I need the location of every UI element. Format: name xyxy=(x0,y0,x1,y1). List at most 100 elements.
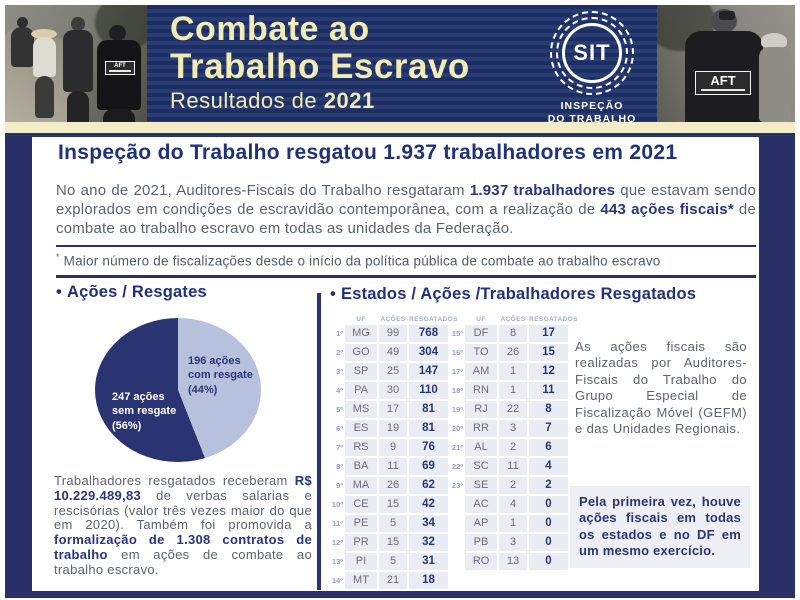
table-cell-rank: 20º xyxy=(451,424,463,433)
table-cell-resg: 76 xyxy=(409,439,448,456)
cream-divider-band xyxy=(5,122,795,133)
page-title: Inspeção do Trabalho resgatou 1.937 trab… xyxy=(58,141,678,164)
subtitle-year: 2021 xyxy=(323,88,375,114)
table-cell-rank: 23º xyxy=(451,481,463,490)
vertical-divider xyxy=(317,293,321,590)
table-cell-rank xyxy=(450,534,463,551)
body-text: Trabalhadores resgatados receberam xyxy=(54,473,295,488)
column-header-uf: UF xyxy=(476,316,486,323)
logo-caption: INSPEÇÃO DO TRABALHO xyxy=(542,100,642,122)
table-cell-uf: MT xyxy=(345,572,377,589)
header-banner: AFT Combate ao Trabalho Escravo Resultad… xyxy=(5,5,795,122)
table-cell-rank: 17º xyxy=(451,367,463,376)
bullet-icon: • xyxy=(56,283,62,301)
table-cell-uf: AC xyxy=(465,496,497,513)
table-cell-rank: 8º xyxy=(336,462,343,471)
table-cell-resg: 0 xyxy=(529,515,568,532)
actions-pie-chart: 196 ações com resgate (44%) 247 ações se… xyxy=(95,318,261,462)
table-cell-resg: 110 xyxy=(409,382,448,399)
table-cell-acoes: 15 xyxy=(379,496,407,513)
table-cell-uf: DF xyxy=(465,325,497,342)
table-cell-resg: 6 xyxy=(529,439,568,456)
table-cell-rank: 19º xyxy=(451,405,463,414)
intro-paragraph: No ano de 2021, Auditores-Fiscais do Tra… xyxy=(56,181,756,239)
table-cell-acoes: 25 xyxy=(379,363,407,380)
table-cell-rank: 15º xyxy=(451,329,463,338)
aft-patch-left: AFT xyxy=(105,61,135,75)
table-cell-uf: RN xyxy=(465,382,497,399)
body-text: em ações de combate ao trabalho escravo. xyxy=(54,547,312,577)
table-cell-uf: BA xyxy=(345,458,377,475)
table-cell-rank: 5º xyxy=(336,405,343,414)
table-cell-resg: 12 xyxy=(529,363,568,380)
table-cell-uf: PR xyxy=(345,534,377,551)
table-cell-acoes: 8 xyxy=(499,325,527,342)
table-cell-rank: 6º xyxy=(336,424,343,433)
table-cell-resg: 17 xyxy=(529,325,568,342)
table-cell-resg: 4 xyxy=(529,458,568,475)
table-cell-rank xyxy=(450,515,463,532)
body-text: No ano de 2021, Auditores-Fiscais do Tra… xyxy=(56,182,470,199)
logo-outer-ring: SIT xyxy=(550,11,634,95)
body-text: de combate ao trabalho escravo em todas … xyxy=(56,201,757,238)
actions-section-title: • Ações / Resgates xyxy=(56,283,207,301)
header-title-line2: Trabalho Escravo xyxy=(170,46,470,86)
column-header-resgatados: RESGATADOS xyxy=(529,316,578,323)
header-title-block: Combate ao Trabalho Escravo Resultados d… xyxy=(170,10,470,114)
header-title-line1: Combate ao xyxy=(170,10,370,48)
table-cell-rank: 4º xyxy=(336,386,343,395)
table-cell-uf: SC xyxy=(465,458,497,475)
states-table-left: UF AÇÕES RESGATADOS 1º MG 99 768 2º GO 49 304 3º… xyxy=(330,313,458,589)
table-cell-resg: 42 xyxy=(409,496,448,513)
rescued-workers-paragraph: Trabalhadores resgatados receberam R$ 10… xyxy=(54,473,312,578)
table-cell-resg: 304 xyxy=(409,344,448,361)
table-cell-uf: RJ xyxy=(465,401,497,418)
field-photo-left: AFT xyxy=(5,5,147,122)
table-cell-acoes: 11 xyxy=(379,458,407,475)
table-cell-acoes: 17 xyxy=(379,401,407,418)
logo-caption-line1: INSPEÇÃO xyxy=(560,100,624,112)
table-cell-acoes: 3 xyxy=(499,420,527,437)
table-cell-uf: CE xyxy=(345,496,377,513)
pie-label-with-rescue: 196 ações com resgate (44%) xyxy=(188,355,253,396)
table-cell-uf: RS xyxy=(345,439,377,456)
table-cell-rank: 21º xyxy=(451,443,463,452)
table-cell-acoes: 5 xyxy=(379,515,407,532)
table-cell-acoes: 2 xyxy=(499,439,527,456)
table-cell-acoes: 19 xyxy=(379,420,407,437)
highlight-box: Pela primeira vez, houve ações fiscais e… xyxy=(570,486,750,568)
table-cell-rank xyxy=(450,553,463,570)
table-cell-rank: 14º xyxy=(331,576,343,585)
table-cell-resg: 18 xyxy=(409,572,448,589)
states-section-title: • Estados / Ações /Trabalhadores Resgatad… xyxy=(330,285,697,303)
column-header-resgatados: RESGATADOS xyxy=(409,316,458,323)
body-frame: Inspeção do Trabalho resgatou 1.937 trab… xyxy=(5,133,795,598)
footnote-marker: * xyxy=(56,252,60,262)
sit-logo: SIT INSPEÇÃO DO TRABALHO xyxy=(542,11,642,122)
table-cell-acoes: 26 xyxy=(499,344,527,361)
logo-caption-line2: DO TRABALHO xyxy=(547,113,637,122)
footnote-text: Maior número de fiscalizações desde o in… xyxy=(63,253,661,269)
table-cell-acoes: 26 xyxy=(379,477,407,494)
field-photo-right: AFT xyxy=(657,5,795,122)
highlight-text: formalização de 1.308 contratos de traba… xyxy=(54,532,312,563)
table-cell-acoes: 15 xyxy=(379,534,407,551)
table-cell-resg: 81 xyxy=(409,401,448,418)
body-text: que estavam sendo explorados em condiçõe… xyxy=(56,182,756,219)
logo-acronym: SIT xyxy=(573,40,611,65)
highlight-text: R$ 10.229.489,83 xyxy=(54,473,312,503)
table-cell-uf: PI xyxy=(345,553,377,570)
subtitle-prefix: Resultados de xyxy=(170,88,318,114)
pie-label-without-rescue: 247 ações sem resgate (56%) xyxy=(112,391,177,432)
column-header-acoes: AÇÕES xyxy=(380,316,406,323)
table-cell-acoes: 22 xyxy=(499,401,527,418)
column-header-acoes: AÇÕES xyxy=(500,316,526,323)
table-cell-acoes: 11 xyxy=(499,458,527,475)
table-cell-acoes: 9 xyxy=(379,439,407,456)
table-cell-acoes: 1 xyxy=(499,363,527,380)
table-cell-uf: RR xyxy=(465,420,497,437)
table-cell-acoes: 21 xyxy=(379,572,407,589)
table-cell-resg: 81 xyxy=(409,420,448,437)
column-header-uf: UF xyxy=(356,316,366,323)
table-cell-uf: SE xyxy=(465,477,497,494)
